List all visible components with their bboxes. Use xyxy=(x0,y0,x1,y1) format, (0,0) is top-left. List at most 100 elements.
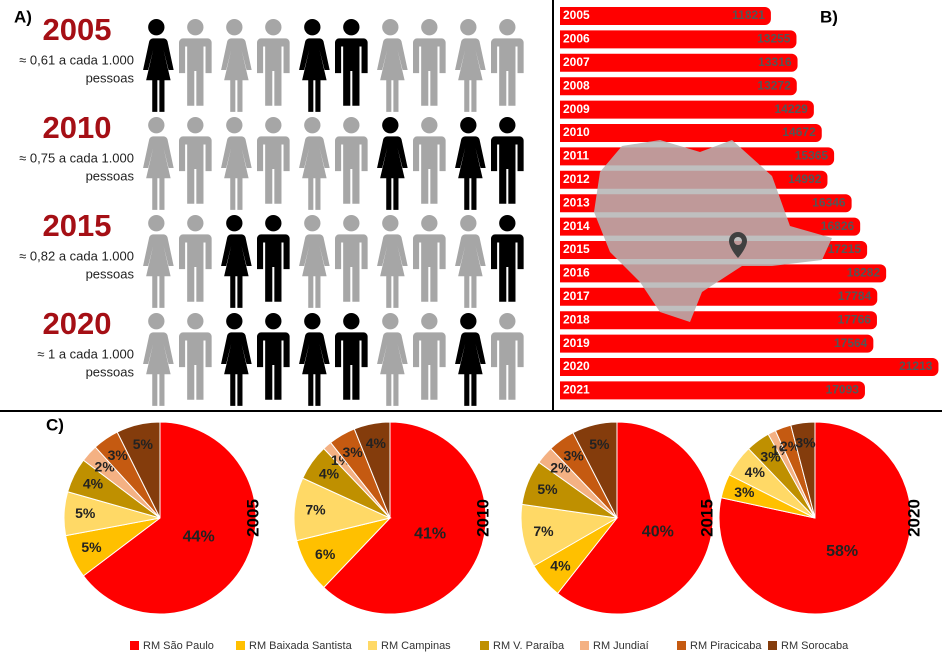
person-icon xyxy=(143,313,174,406)
person-head xyxy=(421,19,438,36)
legend-swatch xyxy=(368,641,377,650)
pie-label: 3% xyxy=(342,444,363,460)
pie-title: 2010 xyxy=(473,499,492,537)
bar-category: 2007 xyxy=(563,55,590,69)
person-head xyxy=(187,313,204,330)
pie-label: 5% xyxy=(133,436,154,452)
bar-category: 2010 xyxy=(563,125,590,139)
pie-label: 5% xyxy=(75,505,96,521)
person-icon xyxy=(299,19,330,112)
legend-swatch xyxy=(677,641,686,650)
pie-label: 58% xyxy=(826,543,858,560)
person-icon xyxy=(377,215,408,308)
bar xyxy=(560,311,877,330)
pie-label: 3% xyxy=(563,448,584,464)
person-icon xyxy=(299,215,330,308)
bar-category: 2011 xyxy=(563,149,589,163)
person-icon xyxy=(335,117,368,204)
person-body xyxy=(299,234,330,308)
map-pin xyxy=(729,232,747,258)
person-icon xyxy=(377,117,408,210)
row-text: pessoas xyxy=(86,168,135,183)
person-head xyxy=(421,313,438,330)
bar-category: 2017 xyxy=(563,289,590,303)
person-head xyxy=(226,19,243,36)
legend-label: RM Jundiaí xyxy=(593,640,649,652)
person-icon xyxy=(257,117,290,204)
person-body xyxy=(299,136,330,210)
person-body xyxy=(491,234,524,302)
person-head xyxy=(226,313,243,330)
person-body xyxy=(413,136,446,204)
person-head xyxy=(460,215,477,232)
person-icon xyxy=(455,313,486,406)
pie-label: 7% xyxy=(533,523,554,539)
person-icon xyxy=(143,215,174,308)
person-body xyxy=(179,234,212,302)
person-body xyxy=(455,332,486,406)
bar-category: 2005 xyxy=(563,8,590,22)
person-icon xyxy=(455,19,486,112)
person-head xyxy=(265,117,282,134)
person-head xyxy=(265,19,282,36)
bar-category: 2014 xyxy=(563,219,590,233)
person-icon xyxy=(179,19,212,106)
row-text: ≈ 0,82 a cada 1.000 xyxy=(19,248,134,263)
person-body xyxy=(377,332,408,406)
person-icon xyxy=(179,117,212,204)
bar-value: 17766 xyxy=(838,312,872,326)
person-icon xyxy=(491,313,524,400)
person-head xyxy=(148,215,165,232)
person-head xyxy=(343,19,360,36)
person-body xyxy=(455,234,486,308)
row-year: 2015 xyxy=(43,208,112,243)
panel-label: C) xyxy=(46,415,64,434)
person-icon xyxy=(413,19,446,106)
person-icon xyxy=(413,117,446,204)
person-body xyxy=(299,38,330,112)
person-icon xyxy=(377,19,408,112)
bar xyxy=(560,287,878,306)
bar-value: 13316 xyxy=(758,55,792,69)
person-icon xyxy=(221,19,252,112)
pie-title: 2005 xyxy=(243,499,262,537)
person-icon xyxy=(335,19,368,106)
legend-label: RM Baixada Santista xyxy=(249,640,353,652)
person-icon xyxy=(257,313,290,400)
person-icon xyxy=(455,215,486,308)
pie-label: 3% xyxy=(760,448,781,464)
bar-category: 2018 xyxy=(563,312,590,326)
legend-label: RM V. Paraíba xyxy=(493,640,565,652)
person-body xyxy=(221,332,252,406)
person-body xyxy=(257,332,290,400)
person-icon xyxy=(257,215,290,302)
person-body xyxy=(335,38,368,106)
bar-value: 17564 xyxy=(834,336,868,350)
row-text: ≈ 0,75 a cada 1.000 xyxy=(19,150,134,165)
legend-swatch xyxy=(236,641,245,650)
pie-label: 7% xyxy=(305,502,326,518)
row-year: 2005 xyxy=(43,12,112,47)
pie-label: 4% xyxy=(319,465,340,481)
pie-label: 44% xyxy=(183,528,215,545)
person-icon xyxy=(221,313,252,406)
person-head xyxy=(460,117,477,134)
person-icon xyxy=(335,215,368,302)
person-body xyxy=(413,38,446,106)
person-icon xyxy=(413,215,446,302)
pie-label: 4% xyxy=(366,435,387,451)
person-head xyxy=(421,215,438,232)
bar-category: 2009 xyxy=(563,102,590,116)
person-head xyxy=(187,19,204,36)
person-body xyxy=(335,332,368,400)
pie-label: 3% xyxy=(795,434,816,450)
person-icon xyxy=(377,313,408,406)
person-body xyxy=(257,38,290,106)
pie-label: 40% xyxy=(642,523,674,540)
person-icon xyxy=(179,215,212,302)
person-body xyxy=(143,136,174,210)
legend-label: RM Sorocaba xyxy=(781,640,849,652)
person-head xyxy=(148,117,165,134)
pie-label: 6% xyxy=(315,546,336,562)
person-body xyxy=(143,234,174,308)
